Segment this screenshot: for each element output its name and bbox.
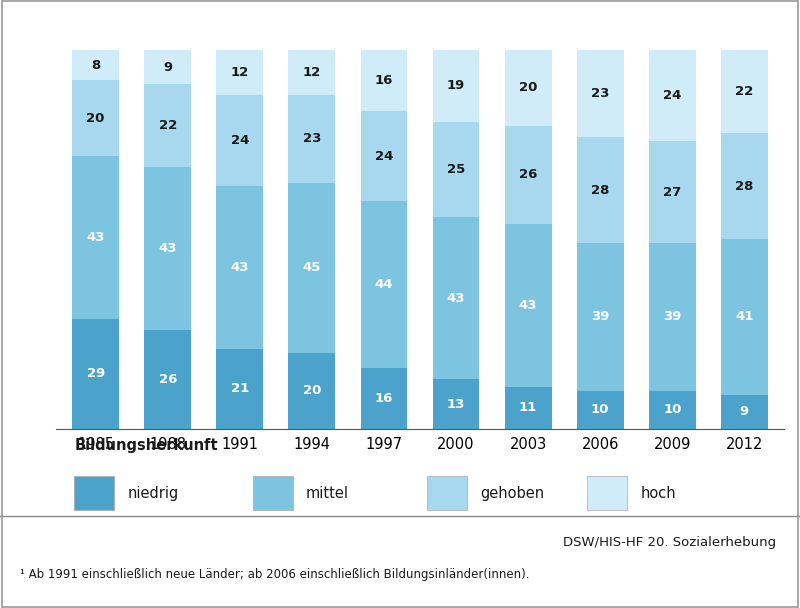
Bar xyxy=(505,50,551,126)
Text: 16: 16 xyxy=(374,74,393,87)
Text: 45: 45 xyxy=(302,261,321,274)
Bar xyxy=(721,240,768,395)
FancyBboxPatch shape xyxy=(253,476,293,511)
Text: 44: 44 xyxy=(374,278,394,291)
Text: niedrig: niedrig xyxy=(127,486,178,501)
Bar xyxy=(361,368,407,429)
Text: 20: 20 xyxy=(519,81,538,94)
Text: 20: 20 xyxy=(302,384,321,397)
Text: 16: 16 xyxy=(374,392,393,405)
Text: 12: 12 xyxy=(302,66,321,79)
Bar xyxy=(216,95,263,186)
Text: 39: 39 xyxy=(663,311,682,323)
Text: mittel: mittel xyxy=(306,486,349,501)
Bar xyxy=(721,395,768,429)
Text: 11: 11 xyxy=(519,401,538,414)
Bar xyxy=(433,122,479,216)
Bar xyxy=(289,50,335,95)
Bar xyxy=(433,50,479,122)
Text: 28: 28 xyxy=(735,180,754,193)
Text: 29: 29 xyxy=(86,367,105,380)
Bar xyxy=(72,319,119,429)
Bar xyxy=(721,50,768,133)
Bar xyxy=(289,182,335,353)
Text: 21: 21 xyxy=(230,382,249,395)
Bar xyxy=(433,216,479,379)
FancyBboxPatch shape xyxy=(427,476,467,511)
Text: hoch: hoch xyxy=(641,486,676,501)
Bar xyxy=(289,95,335,182)
Bar xyxy=(144,84,191,167)
Bar xyxy=(649,391,696,429)
Text: 27: 27 xyxy=(663,185,682,198)
Text: 26: 26 xyxy=(158,373,177,386)
Bar xyxy=(505,387,551,429)
Bar xyxy=(505,126,551,224)
Bar xyxy=(361,50,407,111)
Text: 9: 9 xyxy=(740,405,749,418)
Bar xyxy=(577,391,624,429)
Text: 43: 43 xyxy=(230,261,249,274)
FancyBboxPatch shape xyxy=(587,476,627,511)
Text: 24: 24 xyxy=(663,89,682,102)
Bar xyxy=(433,379,479,429)
Bar xyxy=(144,167,191,330)
Text: 10: 10 xyxy=(663,403,682,416)
Text: 9: 9 xyxy=(163,61,172,74)
Bar xyxy=(72,80,119,156)
Text: 23: 23 xyxy=(591,87,610,100)
Text: 39: 39 xyxy=(591,311,610,323)
Text: 22: 22 xyxy=(158,119,177,133)
Text: 25: 25 xyxy=(447,163,465,176)
Bar xyxy=(577,137,624,243)
Bar xyxy=(289,353,335,429)
Text: 23: 23 xyxy=(302,133,321,145)
Text: ¹ Ab 1991 einschließlich neue Länder; ab 2006 einschließlich Bildungsinländer(in: ¹ Ab 1991 einschließlich neue Länder; ab… xyxy=(20,567,530,581)
Text: Bildungsherkunft: Bildungsherkunft xyxy=(74,438,218,453)
Text: 24: 24 xyxy=(230,134,249,147)
Bar xyxy=(216,50,263,95)
Text: 24: 24 xyxy=(374,150,393,162)
Bar xyxy=(577,243,624,391)
Text: 26: 26 xyxy=(519,168,538,181)
Bar xyxy=(649,141,696,243)
Bar xyxy=(144,330,191,429)
Bar xyxy=(72,50,119,80)
Bar xyxy=(649,243,696,391)
Text: 8: 8 xyxy=(91,58,100,72)
Text: gehoben: gehoben xyxy=(481,486,545,501)
Text: 10: 10 xyxy=(591,403,610,416)
Text: 43: 43 xyxy=(446,291,466,305)
Bar xyxy=(361,201,407,368)
Text: 43: 43 xyxy=(86,231,105,244)
Text: 41: 41 xyxy=(735,311,754,323)
Text: 12: 12 xyxy=(230,66,249,79)
Bar xyxy=(216,349,263,429)
Bar xyxy=(721,133,768,240)
Text: 13: 13 xyxy=(447,398,466,410)
Text: 43: 43 xyxy=(519,299,538,312)
Text: DSW/HIS-HF 20. Sozialerhebung: DSW/HIS-HF 20. Sozialerhebung xyxy=(563,536,776,549)
Bar xyxy=(216,186,263,349)
Text: 43: 43 xyxy=(158,243,177,255)
Bar xyxy=(649,50,696,141)
Bar xyxy=(577,50,624,137)
Text: 19: 19 xyxy=(447,80,465,92)
Bar xyxy=(72,156,119,319)
Text: 22: 22 xyxy=(735,85,754,98)
FancyBboxPatch shape xyxy=(74,476,114,511)
Text: 20: 20 xyxy=(86,112,105,125)
Bar xyxy=(505,224,551,387)
Bar xyxy=(144,50,191,84)
Bar xyxy=(361,111,407,201)
Text: 28: 28 xyxy=(591,184,610,196)
